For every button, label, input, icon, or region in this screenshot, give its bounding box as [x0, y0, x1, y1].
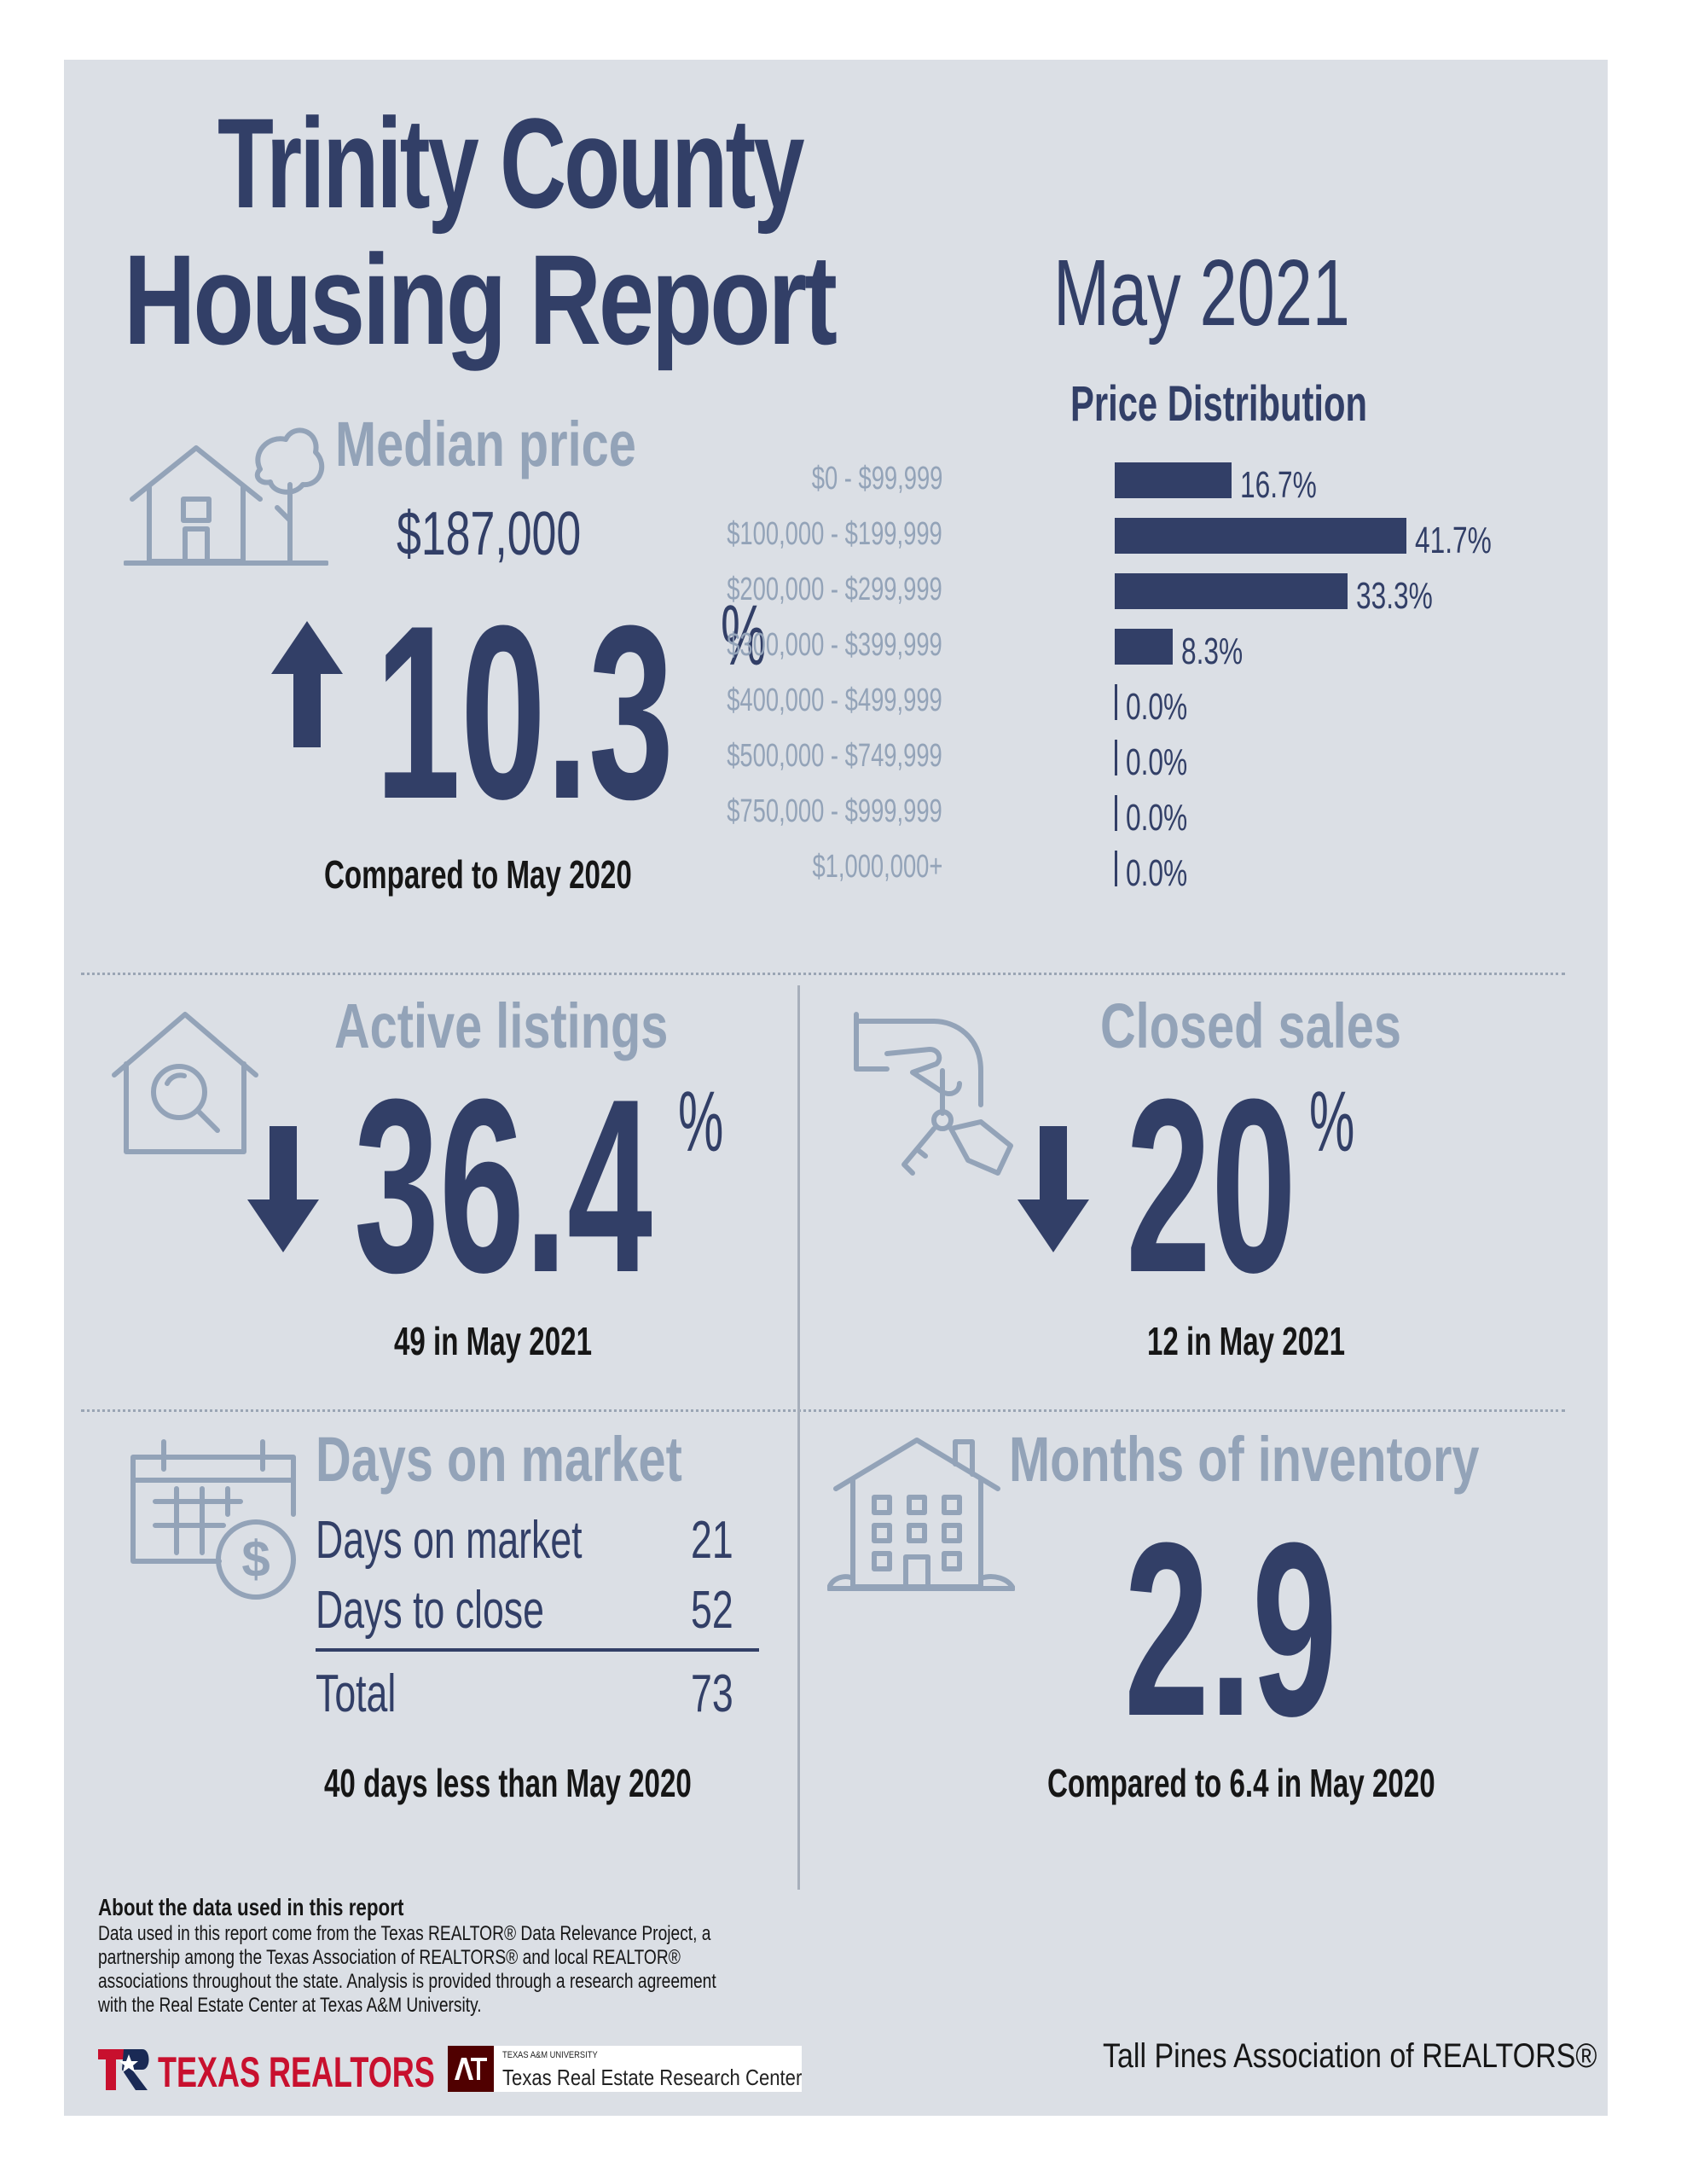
price-distribution-bar: [1115, 629, 1174, 665]
divider-horizontal-middle: [81, 1409, 1565, 1412]
price-range-label: $1,000,000+: [812, 849, 942, 885]
price-distribution-bar: [1115, 684, 1117, 720]
price-distribution-value-label: 8.3%: [1181, 630, 1244, 672]
price-distribution-title: Price Distribution: [1070, 376, 1368, 432]
report-title-line2: Housing Report: [124, 228, 838, 371]
months-inventory-heading: Months of inventory: [1009, 1424, 1480, 1495]
median-price-heading: Median price: [335, 409, 636, 479]
price-distribution-row: $400,000 - $499,999 0.0%: [0, 682, 1535, 728]
price-distribution-value-label: 0.0%: [1126, 852, 1188, 894]
price-distribution-value-label: 16.7%: [1239, 464, 1317, 506]
active-listings-heading: Active listings: [334, 990, 669, 1061]
price-distribution-chart: $0 - $99,999 16.7% $100,000 - $199,999 41.7…: [0, 0, 1687, 938]
median-price-pct: %: [721, 588, 767, 683]
tamu-logo: TEXAS A&M UNIVERSITY Texas Real Estate R…: [448, 2046, 802, 2092]
dom-row-label-2: Days to close: [316, 1581, 544, 1640]
price-distribution-row: $300,000 - $399,999 8.3%: [0, 627, 1535, 672]
price-distribution-row: $1,000,000+ 0.0%: [0, 849, 1535, 894]
association-name: Tall Pines Association of REALTORS®: [1103, 2037, 1597, 2075]
price-distribution-row: $750,000 - $999,999 0.0%: [0, 793, 1535, 839]
price-distribution-bar: [1115, 518, 1406, 554]
calendar-dollar-icon: $: [130, 1433, 304, 1604]
median-price-change: 10.3: [375, 574, 674, 851]
months-inventory-caption: Compared to 6.4 in May 2020: [1047, 1761, 1435, 1805]
report-panel: [64, 60, 1608, 2116]
median-price-value: $187,000: [397, 500, 582, 568]
closed-sales-pct: %: [1309, 1074, 1355, 1170]
active-listings-caption: 49 in May 2021: [394, 1319, 592, 1363]
dom-row-value-2: 52: [691, 1581, 733, 1640]
about-data-line-2: partnership among the Texas Association …: [98, 1946, 681, 1969]
price-distribution-bar: [1115, 851, 1117, 886]
apartment-building-icon: [827, 1433, 1015, 1595]
arrow-down-icon: [1017, 1126, 1090, 1252]
price-distribution-bar: [1115, 462, 1232, 498]
price-distribution-value-label: 0.0%: [1126, 741, 1188, 783]
price-distribution-row: $0 - $99,999 16.7%: [0, 461, 1535, 506]
months-inventory-value: 2.9: [1124, 1491, 1337, 1768]
median-price-caption: Compared to May 2020: [324, 852, 632, 897]
tamu-small-text: TEXAS A&M UNIVERSITY: [502, 2050, 598, 2060]
dom-total-label: Total: [316, 1664, 397, 1723]
price-range-label: $200,000 - $299,999: [727, 572, 942, 607]
arrow-down-icon: [247, 1126, 320, 1252]
tamu-emblem: [448, 2046, 494, 2092]
dom-total-rule: [316, 1648, 759, 1652]
closed-sales-change: 20: [1126, 1048, 1296, 1324]
price-range-label: $100,000 - $199,999: [727, 516, 942, 552]
price-range-label: $300,000 - $399,999: [727, 627, 942, 663]
dom-total-value: 73: [691, 1664, 733, 1723]
house-search-icon: [111, 1011, 260, 1156]
price-range-label: $750,000 - $999,999: [727, 793, 942, 829]
price-distribution-value-label: 0.0%: [1126, 797, 1188, 839]
closed-sales-heading: Closed sales: [1100, 990, 1401, 1061]
active-listings-change: 36.4: [354, 1048, 652, 1324]
price-distribution-row: $500,000 - $749,999 0.0%: [0, 738, 1535, 783]
price-distribution-bar: [1115, 573, 1348, 609]
price-distribution-row: $200,000 - $299,999 33.3%: [0, 572, 1535, 617]
dom-row-value-1: 21: [691, 1511, 733, 1570]
price-distribution-value-label: 0.0%: [1126, 686, 1188, 728]
report-month: May 2021: [1053, 241, 1350, 346]
divider-horizontal-top: [81, 973, 1565, 975]
divider-vertical: [797, 985, 800, 1890]
price-distribution-value-label: 33.3%: [1356, 575, 1433, 617]
dom-row-label-1: Days on market: [316, 1511, 583, 1570]
about-data-line-3: associations throughout the state. Analy…: [98, 1970, 716, 1993]
hand-keys-icon: [853, 1011, 1023, 1190]
price-distribution-row: $100,000 - $199,999 41.7%: [0, 516, 1535, 561]
price-range-label: $0 - $99,999: [811, 461, 942, 497]
report-title-line1: Trinity County: [217, 91, 805, 235]
about-data-line-4: with the Real Estate Center at Texas A&M…: [98, 1994, 482, 2017]
price-range-label: $400,000 - $499,999: [727, 682, 942, 718]
days-on-market-heading: Days on market: [316, 1424, 682, 1495]
days-on-market-caption: 40 days less than May 2020: [324, 1761, 692, 1805]
active-listings-pct: %: [678, 1074, 724, 1170]
texas-realtors-logo-text: TEXAS REALTORS: [158, 2048, 435, 2096]
tamu-center-text: Texas Real Estate Research Center: [502, 2065, 803, 2090]
about-data-heading: About the data used in this report: [98, 1894, 404, 1920]
arrow-up-icon: [271, 621, 344, 747]
price-range-label: $500,000 - $749,999: [727, 738, 942, 774]
svg-text:$: $: [241, 1531, 270, 1588]
about-data-line-1: Data used in this report come from the T…: [98, 1922, 711, 1945]
closed-sales-caption: 12 in May 2021: [1147, 1319, 1345, 1363]
price-distribution-value-label: 41.7%: [1414, 520, 1492, 561]
price-distribution-bar: [1115, 740, 1117, 775]
price-distribution-bar: [1115, 795, 1117, 831]
house-tree-icon: [124, 418, 328, 572]
